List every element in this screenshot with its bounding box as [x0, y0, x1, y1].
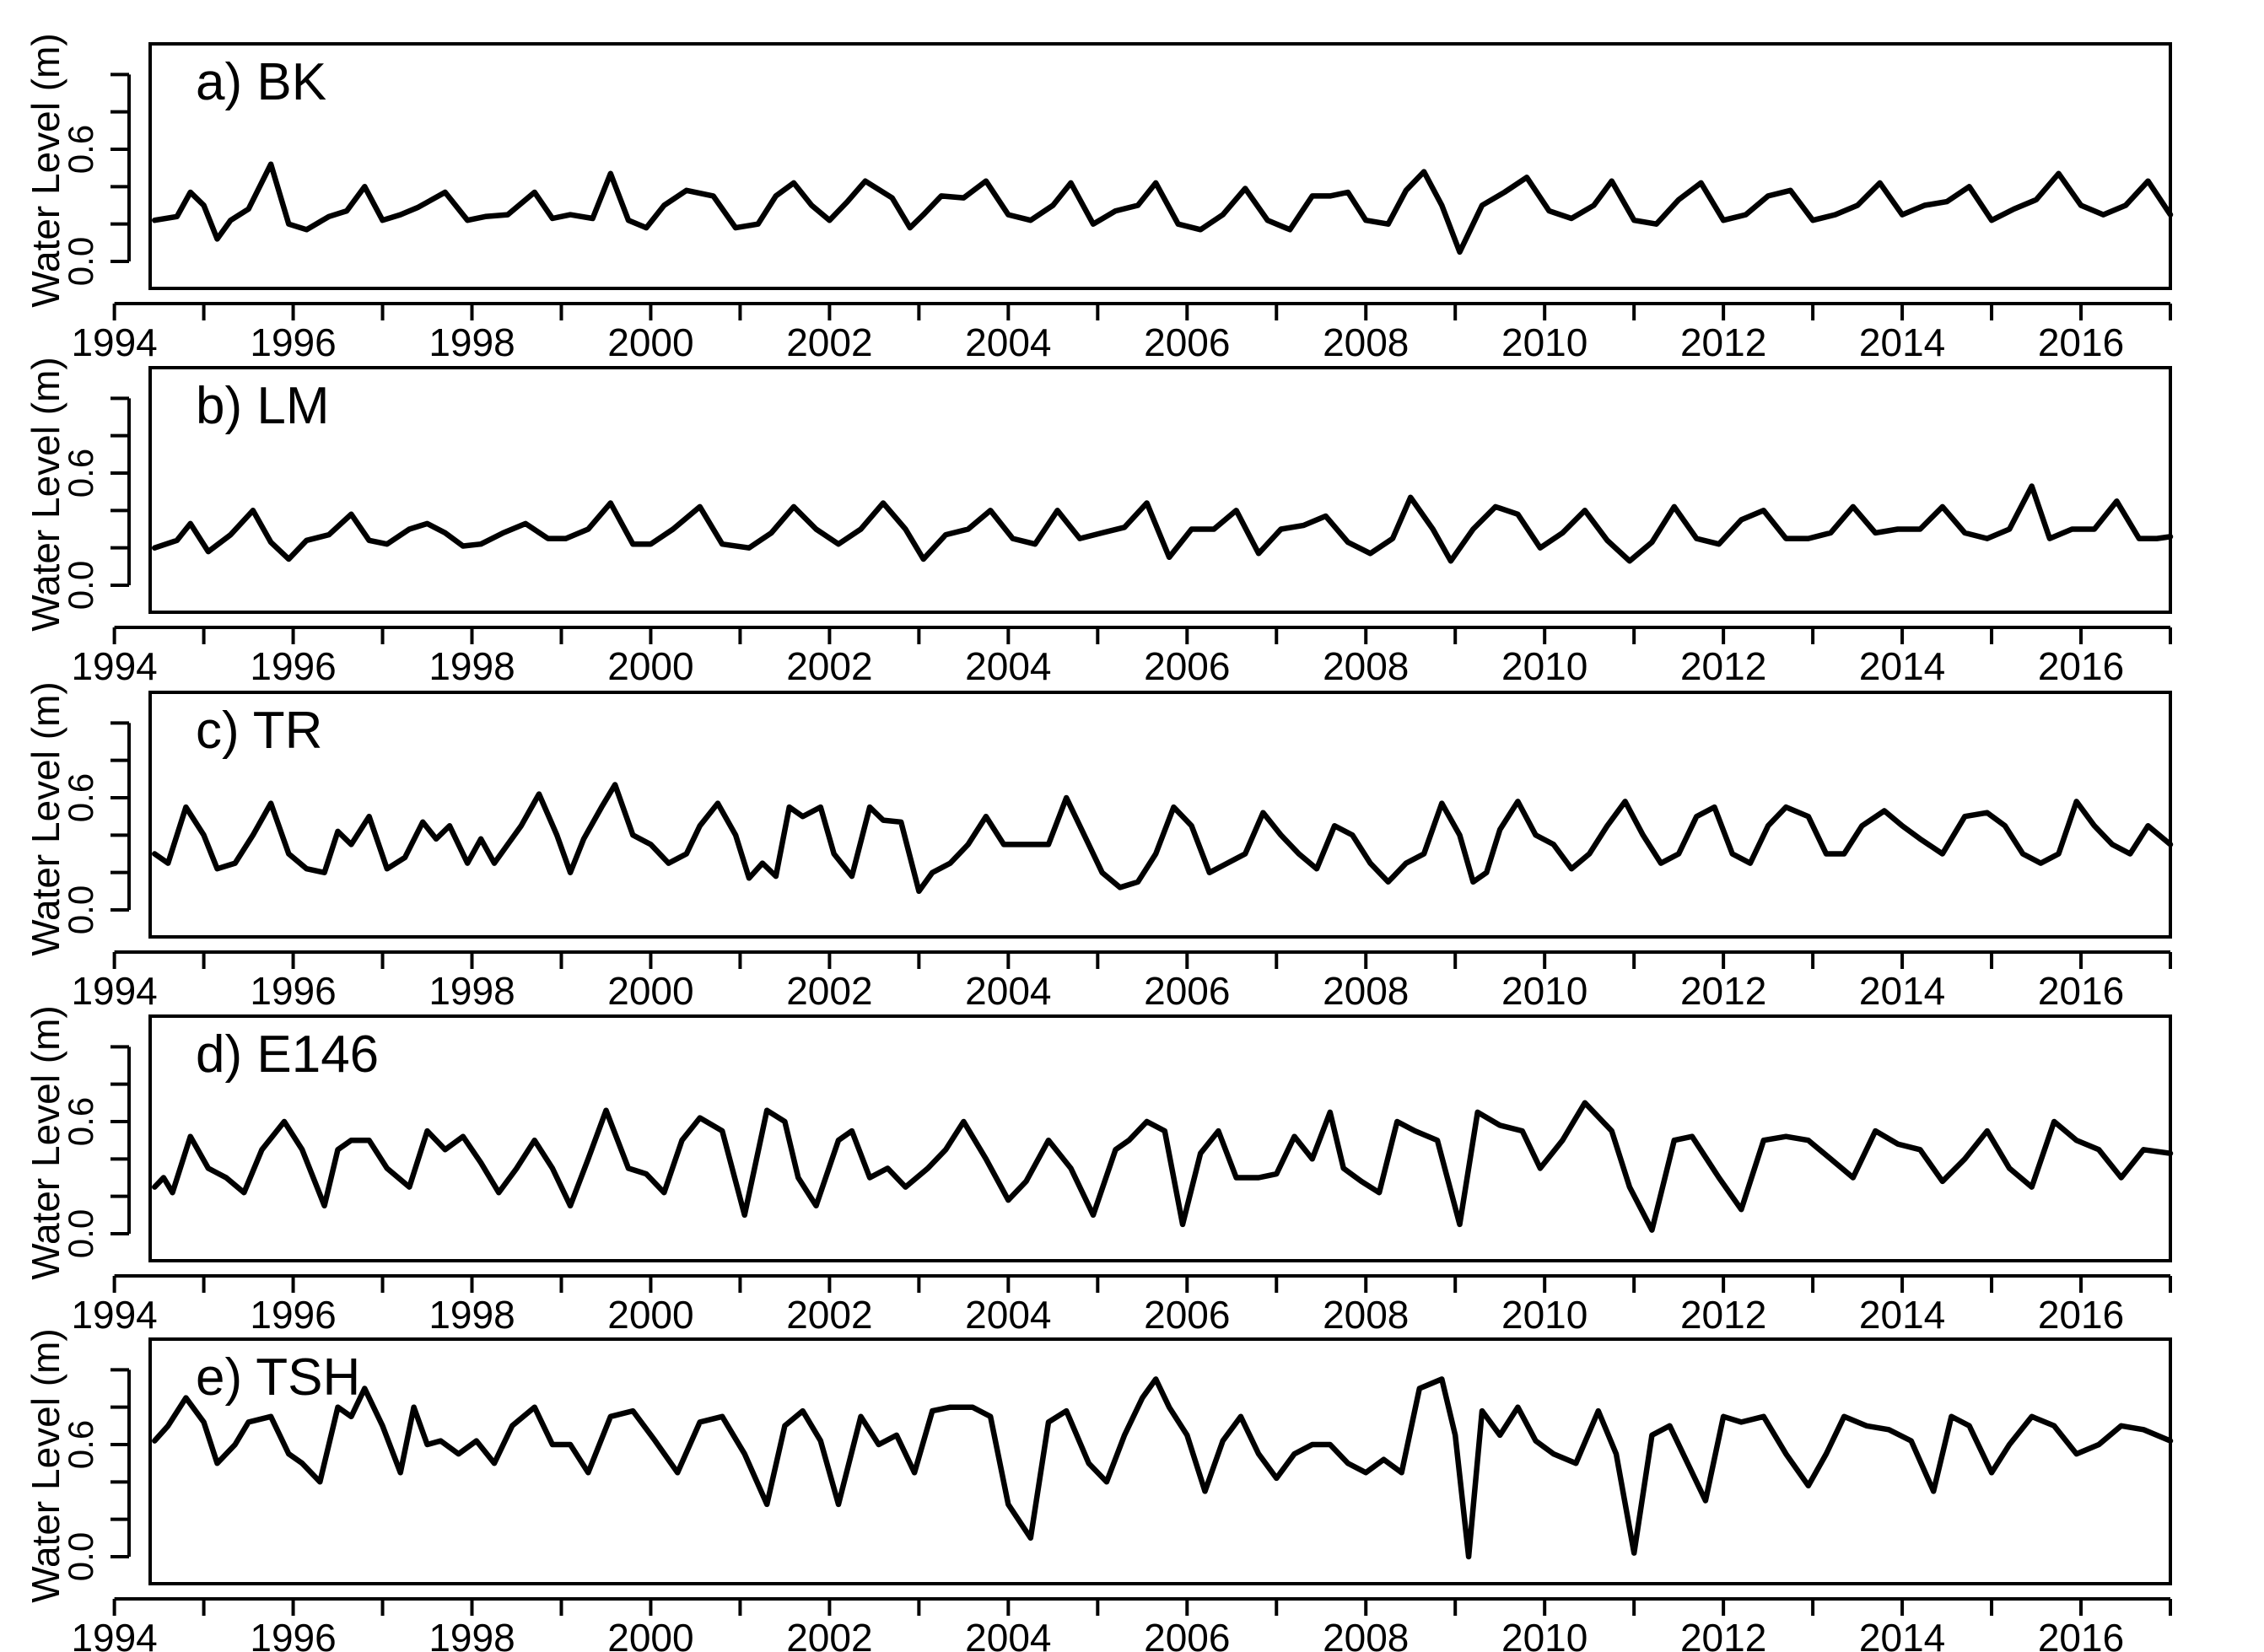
- x-tick-label: 2002: [786, 969, 872, 1013]
- x-tick-label: 1994: [71, 644, 157, 688]
- x-tick-label: 2012: [1680, 1616, 1766, 1652]
- plot-frame: [148, 42, 2172, 290]
- x-tick-label: 2016: [2038, 320, 2124, 364]
- x-tick-label: 2004: [965, 644, 1051, 688]
- plot-frame: [148, 366, 2172, 614]
- x-tick-label: 2008: [1323, 320, 1409, 364]
- series-line: [152, 782, 2174, 895]
- series-line: [152, 1100, 2174, 1233]
- x-tick-label: 2012: [1680, 969, 1766, 1013]
- y-tick-label: 0.6: [61, 125, 100, 174]
- x-tick-label: 2000: [607, 644, 693, 688]
- x-tick-label: 2016: [2038, 1293, 2124, 1337]
- panel-title: d) E146: [196, 1025, 379, 1084]
- y-tick-label: 0.6: [61, 1420, 100, 1469]
- x-tick-label: 1998: [429, 1293, 515, 1337]
- y-tick-label: 0.0: [61, 1209, 100, 1258]
- series-line: [152, 483, 2174, 564]
- y-axis-label: Water Level (m): [24, 1005, 67, 1279]
- x-tick-label: 2014: [1859, 1616, 1945, 1652]
- x-tick-label: 1996: [250, 969, 336, 1013]
- x-tick-label: 2008: [1323, 1616, 1409, 1652]
- x-tick-label: 2006: [1144, 969, 1230, 1013]
- x-tick-label: 2014: [1859, 1293, 1945, 1337]
- x-tick-label: 2000: [607, 1616, 693, 1652]
- x-tick-label: 2014: [1859, 644, 1945, 688]
- panel-title: a) BK: [196, 53, 326, 111]
- x-tick-label: 2014: [1859, 969, 1945, 1013]
- panel-title: e) TSH: [196, 1348, 360, 1407]
- y-tick-label: 0.0: [61, 237, 100, 286]
- x-tick-label: 2004: [965, 1616, 1051, 1652]
- x-tick-label: 2010: [1501, 1293, 1587, 1337]
- x-tick-label: 2012: [1680, 1293, 1766, 1337]
- y-tick-label: 0.6: [61, 1097, 100, 1146]
- y-axis-label: Water Level (m): [24, 1328, 67, 1602]
- x-tick-label: 2006: [1144, 1293, 1230, 1337]
- panel-title: b) LM: [196, 377, 329, 435]
- plot-frame: [148, 691, 2172, 939]
- x-tick-label: 1996: [250, 320, 336, 364]
- x-tick-label: 2008: [1323, 644, 1409, 688]
- x-tick-label: 1994: [71, 1616, 157, 1652]
- x-tick-label: 2008: [1323, 1293, 1409, 1337]
- y-axis-label: Water Level (m): [24, 357, 67, 631]
- series-line: [152, 161, 2174, 256]
- x-tick-label: 2008: [1323, 969, 1409, 1013]
- y-axis-label: Water Level (m): [24, 33, 67, 307]
- x-tick-label: 2010: [1501, 644, 1587, 688]
- y-tick-label: 0.0: [61, 1532, 100, 1581]
- x-tick-label: 1998: [429, 644, 515, 688]
- y-tick-label: 0.6: [61, 449, 100, 498]
- x-tick-label: 2014: [1859, 320, 1945, 364]
- x-tick-label: 2004: [965, 1293, 1051, 1337]
- x-tick-label: 1996: [250, 644, 336, 688]
- x-tick-label: 1996: [250, 1293, 336, 1337]
- x-tick-label: 1998: [429, 1616, 515, 1652]
- x-tick-label: 2006: [1144, 644, 1230, 688]
- x-tick-label: 1994: [71, 320, 157, 364]
- panel-title: c) TR: [196, 702, 322, 760]
- x-tick-label: 2004: [965, 969, 1051, 1013]
- x-tick-label: 2000: [607, 1293, 693, 1337]
- y-axis-label: Water Level (m): [24, 681, 67, 955]
- x-tick-label: 2004: [965, 320, 1051, 364]
- x-tick-label: 2010: [1501, 320, 1587, 364]
- y-tick-label: 0.6: [61, 773, 100, 822]
- x-tick-label: 1994: [71, 969, 157, 1013]
- x-tick-label: 1994: [71, 1293, 157, 1337]
- x-tick-label: 1996: [250, 1616, 336, 1652]
- x-tick-label: 2002: [786, 644, 872, 688]
- x-tick-label: 2002: [786, 1293, 872, 1337]
- series-line: [152, 1376, 2174, 1560]
- plot-frame: [148, 1014, 2172, 1262]
- x-tick-label: 2006: [1144, 320, 1230, 364]
- x-tick-label: 2016: [2038, 644, 2124, 688]
- x-tick-label: 2002: [786, 1616, 872, 1652]
- x-tick-label: 2000: [607, 969, 693, 1013]
- x-tick-label: 2010: [1501, 1616, 1587, 1652]
- x-tick-label: 2010: [1501, 969, 1587, 1013]
- x-tick-label: 2012: [1680, 320, 1766, 364]
- y-tick-label: 0.0: [61, 885, 100, 934]
- x-tick-label: 2016: [2038, 1616, 2124, 1652]
- x-tick-label: 2000: [607, 320, 693, 364]
- x-tick-label: 2002: [786, 320, 872, 364]
- x-tick-label: 2006: [1144, 1616, 1230, 1652]
- x-tick-label: 2016: [2038, 969, 2124, 1013]
- plot-frame: [148, 1337, 2172, 1585]
- x-tick-label: 2012: [1680, 644, 1766, 688]
- y-tick-label: 0.0: [61, 561, 100, 610]
- x-tick-label: 1998: [429, 969, 515, 1013]
- x-tick-label: 1998: [429, 320, 515, 364]
